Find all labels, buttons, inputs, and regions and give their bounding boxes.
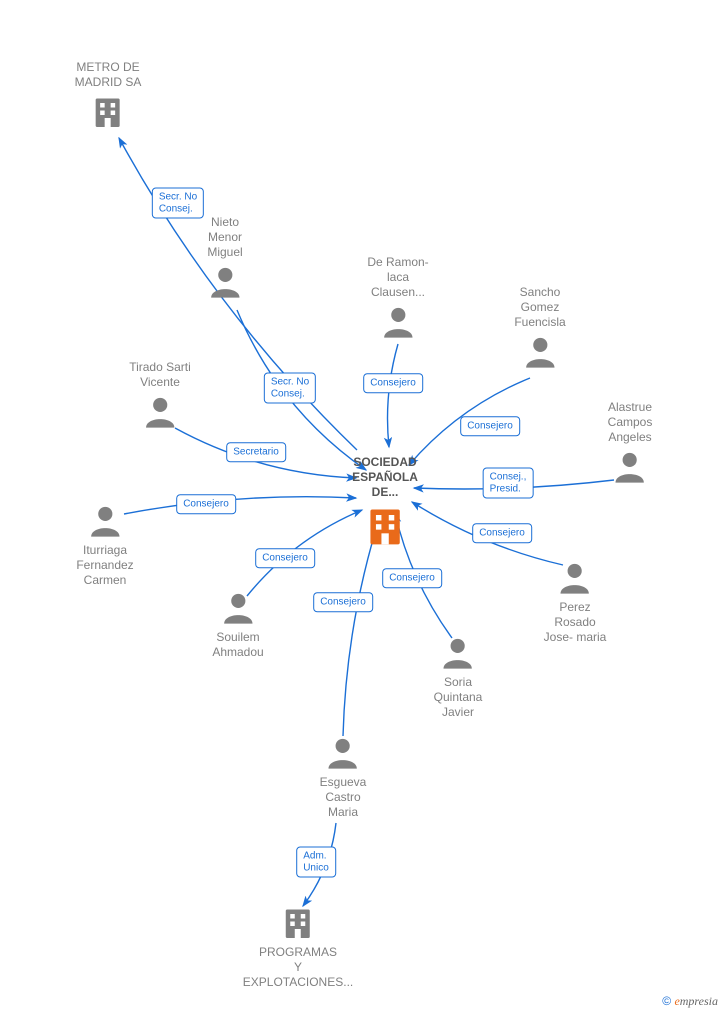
node-perez[interactable]: Perez Rosado Jose- maria [544, 560, 607, 645]
node-label: Soria Quintana Javier [434, 675, 483, 720]
person-icon [221, 590, 255, 626]
node-label: PROGRAMAS Y EXPLOTACIONES... [243, 945, 353, 990]
edge-label: Secr. No Consej. [264, 373, 316, 404]
person-icon [143, 394, 177, 430]
person-icon [613, 449, 647, 485]
edge-label: Secretario [226, 442, 286, 462]
node-label: Iturriaga Fernandez Carmen [76, 543, 133, 588]
node-label: Esgueva Castro Maria [320, 775, 367, 820]
node-label: SOCIEDAD ESPAÑOLA DE... [352, 455, 418, 500]
copyright-symbol: © [662, 994, 671, 1008]
edge-label: Consejero [255, 548, 315, 568]
person-icon [88, 503, 122, 539]
person-icon [208, 264, 242, 300]
edge-label: Consejero [363, 373, 423, 393]
node-souilem[interactable]: Souilem Ahmadou [212, 590, 263, 660]
edge-label: Consejero [460, 416, 520, 436]
node-label: Nieto Menor Miguel [207, 215, 242, 260]
edge-iturriaga-center [124, 497, 356, 514]
edge-label: Consejero [382, 568, 442, 588]
node-label: Sancho Gomez Fuencisla [514, 285, 565, 330]
node-label: De Ramon- laca Clausen... [367, 255, 428, 300]
node-programas[interactable]: PROGRAMAS Y EXPLOTACIONES... [243, 905, 353, 990]
edge-ramon-center [388, 344, 398, 447]
edge-label: Secr. No Consej. [152, 188, 204, 219]
person-icon [381, 304, 415, 340]
node-alastrue[interactable]: Alastrue Campos Angeles [608, 400, 653, 485]
node-label: Alastrue Campos Angeles [608, 400, 653, 445]
brand-rest: mpresia [680, 994, 718, 1008]
person-icon [326, 735, 360, 771]
node-nieto[interactable]: Nieto Menor Miguel [207, 215, 242, 300]
edge-label: Consejero [472, 523, 532, 543]
node-soria[interactable]: Soria Quintana Javier [434, 635, 483, 720]
edge-label: Consejero [176, 494, 236, 514]
network-diagram: SOCIEDAD ESPAÑOLA DE... METRO DE MADRID S… [0, 0, 728, 1015]
node-center[interactable]: SOCIEDAD ESPAÑOLA DE... [352, 455, 418, 548]
footer-credit: © empresia [662, 994, 718, 1009]
company-icon [363, 504, 407, 548]
edge-label: Consej., Presid. [483, 468, 534, 499]
node-sancho[interactable]: Sancho Gomez Fuencisla [514, 285, 565, 370]
person-icon [558, 560, 592, 596]
node-label: Souilem Ahmadou [212, 630, 263, 660]
node-label: METRO DE MADRID SA [75, 60, 142, 90]
node-label: Perez Rosado Jose- maria [544, 600, 607, 645]
node-esgueva[interactable]: Esgueva Castro Maria [320, 735, 367, 820]
edge-label: Adm. Unico [296, 847, 336, 878]
company-icon [280, 905, 316, 941]
node-ramon[interactable]: De Ramon- laca Clausen... [367, 255, 428, 340]
node-label: Tirado Sarti Vicente [129, 360, 191, 390]
edge-label: Consejero [313, 592, 373, 612]
node-iturriaga[interactable]: Iturriaga Fernandez Carmen [76, 503, 133, 588]
company-icon [90, 94, 126, 130]
person-icon [441, 635, 475, 671]
person-icon [523, 334, 557, 370]
node-tirado[interactable]: Tirado Sarti Vicente [129, 360, 191, 430]
node-metro[interactable]: METRO DE MADRID SA [75, 60, 142, 130]
